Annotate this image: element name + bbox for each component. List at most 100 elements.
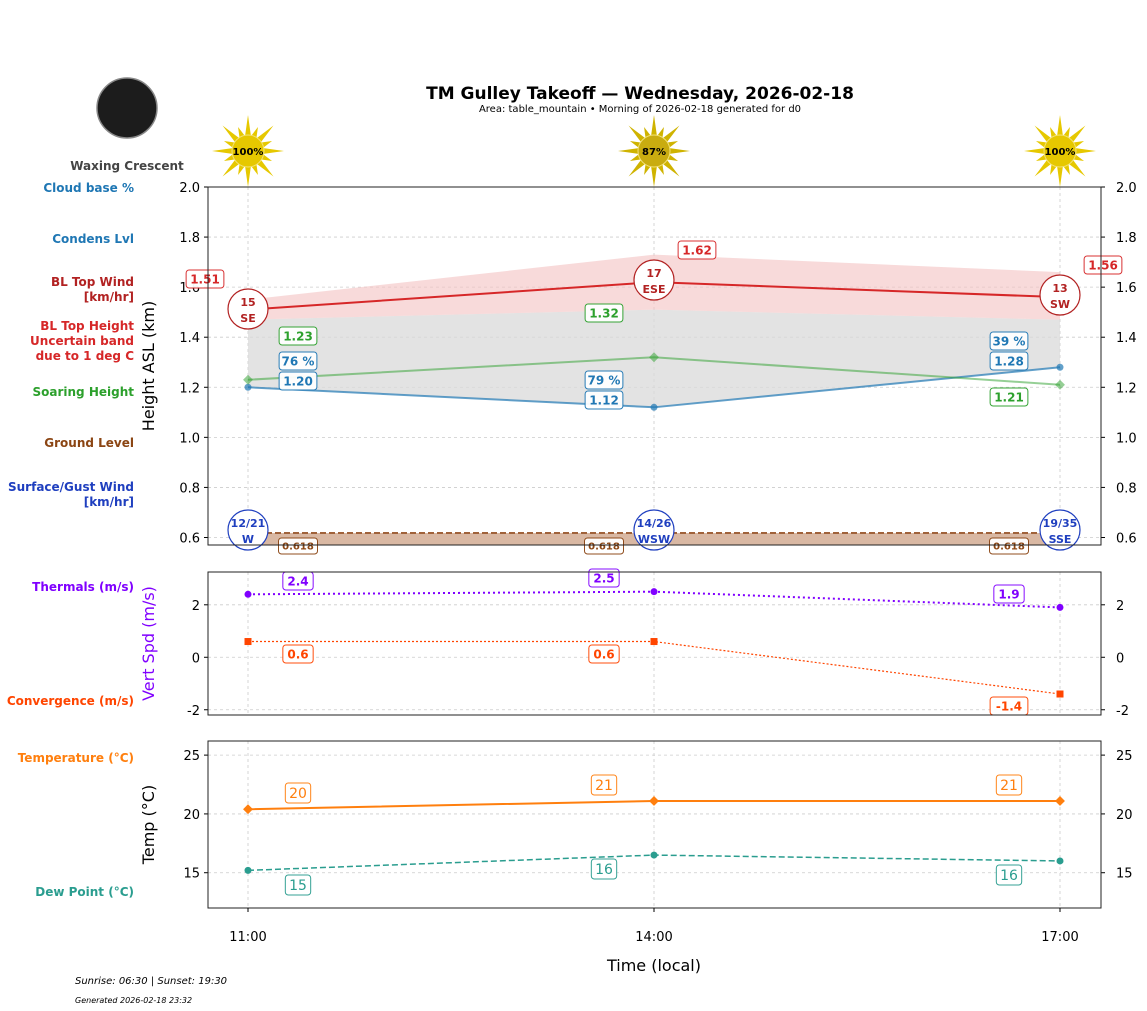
y-tick-label-right: 15 xyxy=(1116,867,1133,882)
sun-ray xyxy=(222,159,240,177)
sun-ray xyxy=(668,148,690,154)
sun-times: Sunrise: 06:30 | Sunset: 19:30 xyxy=(75,976,227,987)
soaring-value-box xyxy=(989,387,1029,407)
temperature-value-box xyxy=(590,774,618,796)
sun-ray xyxy=(662,159,680,177)
plot-frame xyxy=(207,186,1102,546)
bl-wind-speed: 17 xyxy=(646,267,661,280)
chart-title: TM Gulley Takeoff — Wednesday, 2026-02-1… xyxy=(426,84,854,104)
sun-ray xyxy=(628,125,646,143)
plot-frame xyxy=(207,740,1102,909)
x-axis-label: Time (local) xyxy=(606,956,701,975)
y-axis-label: Temp (°C) xyxy=(139,785,158,865)
dew-point-value-box xyxy=(590,858,618,880)
y-tick-label-right: 1.2 xyxy=(1116,381,1137,396)
side-label-soaring: Soaring Height xyxy=(33,385,135,399)
sun-ray xyxy=(262,148,284,154)
sun-ray xyxy=(1034,125,1052,143)
x-tick-label: 11:00 xyxy=(229,930,266,945)
convergence-value: 0.6 xyxy=(593,647,614,661)
y-tick-label-right: 1.4 xyxy=(1116,331,1137,346)
convergence-value-box xyxy=(588,644,620,664)
thermals-value: 1.9 xyxy=(998,587,1019,601)
sun-percent: 100% xyxy=(1045,147,1076,158)
side-label-cloud-base: Cloud base % xyxy=(43,181,134,195)
side-label-bl-top: BL Top Height xyxy=(40,319,134,333)
sun-ray xyxy=(212,148,234,154)
y-tick-label-right: 0 xyxy=(1116,651,1124,666)
temperature-value: 20 xyxy=(289,786,307,802)
y-tick-label-right: 1.6 xyxy=(1116,281,1137,296)
sun-ray xyxy=(1074,148,1096,154)
condens-lvl-point xyxy=(1056,363,1064,371)
x-tick-label: 14:00 xyxy=(635,930,672,945)
condens-value: 1.28 xyxy=(994,354,1024,368)
surface-wind-icon xyxy=(227,509,269,551)
sun-ray xyxy=(1068,159,1086,177)
sun-ray xyxy=(222,125,240,143)
surface-wind-direction: W xyxy=(242,533,254,546)
y-tick-label-right: 0.8 xyxy=(1116,481,1137,496)
sun-percent: 87% xyxy=(642,147,666,158)
sun-ray xyxy=(1057,165,1063,187)
condens-lvl-point xyxy=(650,403,658,411)
soaring-height-point xyxy=(649,352,659,363)
condens-lvl-point xyxy=(244,383,252,391)
y-tick-label-right: 2 xyxy=(1116,599,1124,614)
dew-point-value: 16 xyxy=(1000,868,1018,884)
sun-ray xyxy=(618,148,640,154)
surface-wind-icon xyxy=(633,509,675,551)
thermals-point xyxy=(650,588,658,596)
sun-ray xyxy=(651,115,657,137)
sun-percent: 100% xyxy=(233,147,264,158)
convergence-value: 0.6 xyxy=(287,647,308,661)
side-label-temperature: Temperature (°C) xyxy=(18,751,134,765)
ground-level-value-box xyxy=(989,537,1029,555)
y-tick-label-left: 1.2 xyxy=(179,381,200,396)
sun-icon: 100% xyxy=(1024,115,1096,187)
side-label-surface-wind: [km/hr] xyxy=(84,495,134,509)
y-tick-label-left: 2 xyxy=(192,599,200,614)
sun-ray xyxy=(628,159,646,177)
dew-point-point xyxy=(1056,857,1064,865)
soaring-value: 1.21 xyxy=(994,390,1024,404)
condens-value: 1.12 xyxy=(589,393,619,407)
sun-ray xyxy=(245,115,251,137)
y-tick-label-left: 0.6 xyxy=(179,531,200,546)
convergence-value-box xyxy=(282,644,314,664)
temperature-point xyxy=(649,796,659,806)
soaring-height-point xyxy=(1055,379,1065,390)
sun-ray xyxy=(651,165,657,187)
soaring-value: 1.32 xyxy=(589,306,619,320)
convergence-point xyxy=(244,638,252,646)
bl-top-value: 1.56 xyxy=(1088,258,1118,272)
sun-ray xyxy=(256,125,274,143)
y-tick-label-right: 2.0 xyxy=(1116,181,1137,196)
y-tick-label-right: -2 xyxy=(1116,704,1129,719)
sun-ray xyxy=(662,125,680,143)
cloud-base-pct-box xyxy=(278,351,318,371)
condens-value-box xyxy=(989,351,1029,371)
thermals-value-box xyxy=(993,584,1025,604)
sun-disc xyxy=(1043,134,1077,168)
bl-wind-direction: ESE xyxy=(643,283,666,296)
y-axis-label: Height ASL (km) xyxy=(139,301,158,431)
bl-top-value-box xyxy=(185,269,225,289)
dew-point-point xyxy=(244,866,252,874)
ground-level-value-box xyxy=(278,537,318,555)
condens-value-box xyxy=(584,390,624,410)
ground-level-value: 0.618 xyxy=(282,542,314,553)
bl-top-value: 1.62 xyxy=(682,243,712,257)
y-axis-label: Vert Spd (m/s) xyxy=(139,586,158,701)
bl-wind-speed: 15 xyxy=(240,296,255,309)
plot-frame xyxy=(207,571,1102,716)
bl-wind-speed: 13 xyxy=(1052,282,1067,295)
temperature-value-box xyxy=(284,782,312,804)
sun-icon: 100% xyxy=(212,115,284,187)
bl-wind-icon xyxy=(227,288,269,330)
y-tick-label-left: 2.0 xyxy=(179,181,200,196)
ground-level-value-box xyxy=(584,537,624,555)
thermals-value: 2.4 xyxy=(287,574,308,588)
sun-icon: 87% xyxy=(618,115,690,187)
